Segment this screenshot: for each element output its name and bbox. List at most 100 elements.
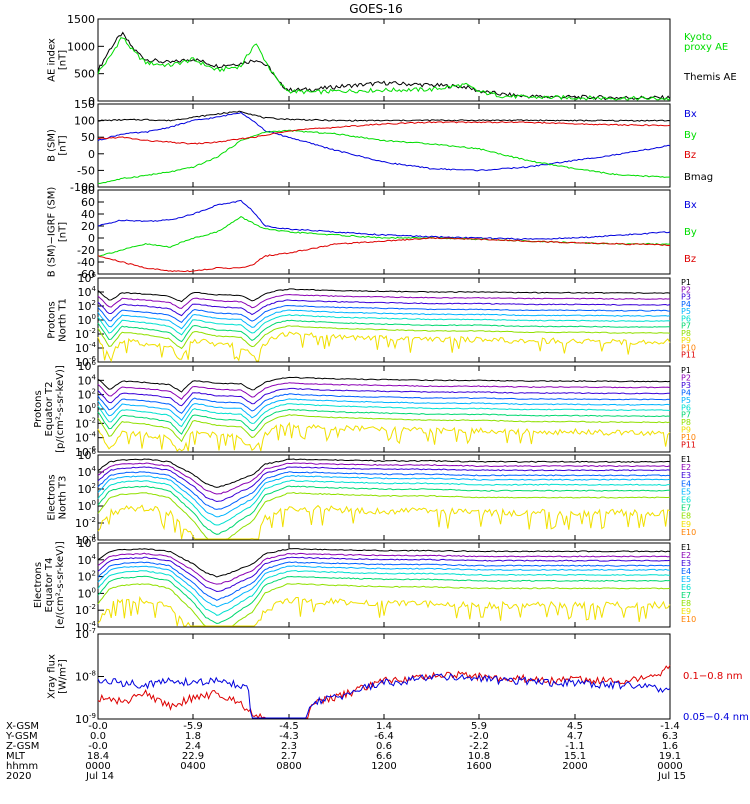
footer-value: 19.1 — [659, 751, 681, 762]
y-axis-label: [nT] — [58, 50, 69, 70]
y-tick-exponent: 4 — [92, 285, 97, 293]
footer-value: Jul 15 — [657, 771, 686, 782]
footer-value: -2.0 — [469, 731, 489, 742]
y-tick-label: 102 — [78, 570, 96, 584]
y-tick-label: 100 — [78, 402, 96, 416]
y-axis-label: Equator T4 — [44, 558, 55, 613]
y-tick-label: -20 — [77, 244, 95, 257]
y-axis-label: Equator T2 — [44, 382, 55, 437]
y-axis-label: North T1 — [58, 298, 69, 342]
footer-row-label: hhmm — [6, 761, 38, 772]
y-tick-label: 60 — [81, 196, 95, 209]
y-tick-label: 10-2 — [75, 516, 96, 530]
footer-value: -1.4 — [660, 721, 680, 732]
y-tick-exponent: 2 — [92, 299, 96, 307]
y-tick-exponent: -2 — [89, 327, 96, 335]
y-tick-exponent: 4 — [92, 465, 97, 473]
y-tick-label: 50 — [81, 131, 95, 144]
legend-p3: P3 — [681, 293, 691, 302]
footer-row-label: Z-GSM — [6, 741, 39, 752]
legend-e1: E1 — [681, 543, 691, 552]
y-tick-exponent: -2 — [89, 416, 96, 424]
y-tick-label: 106 — [78, 359, 97, 373]
legend-0-05-0-4-nm: 0.05−0.4 nm — [683, 712, 749, 723]
series-kyoto-proxy-ae — [97, 37, 671, 101]
y-tick-label: 500 — [74, 68, 95, 81]
footer-value: 1.8 — [185, 731, 201, 742]
y-tick-exponent: -4 — [89, 431, 97, 439]
y-tick-label: -40 — [77, 256, 95, 269]
footer-row-label: X-GSM — [6, 721, 39, 732]
y-tick-label: -50 — [77, 164, 95, 177]
y-tick-exponent: -2 — [89, 603, 96, 611]
footer-row-label: Y-GSM — [5, 731, 38, 742]
legend-bx: Bx — [684, 109, 697, 120]
footer-value: 4.5 — [567, 721, 583, 732]
channel-line-p9 — [97, 331, 671, 363]
y-axis-label: AE index — [47, 38, 58, 82]
series-bx — [97, 199, 671, 241]
footer-value: 6.3 — [662, 731, 678, 742]
y-tick-label: 102 — [78, 299, 96, 313]
channel-line-e1 — [97, 458, 671, 488]
footer-value: -0.0 — [88, 741, 108, 752]
series-bz — [97, 237, 671, 273]
y-tick-exponent: 6 — [92, 271, 97, 279]
y-tick-label: 10-2 — [75, 327, 96, 341]
footer-value: -0.0 — [88, 721, 108, 732]
series-themis-ae — [97, 31, 671, 101]
panel-1: -100 -50 0 50 100 150 B (SM) [nT] Bx By Bz Bmag — [47, 98, 714, 194]
y-tick-exponent: -2 — [89, 516, 96, 524]
footer-value: -6.4 — [374, 731, 394, 742]
y-tick-label: 104 — [78, 465, 97, 479]
y-tick-label: 10-8 — [75, 670, 96, 684]
footer-value: 1200 — [371, 761, 396, 772]
channel-line-p3 — [97, 387, 671, 407]
legend-e10: E10 — [681, 615, 696, 624]
channel-line-e9 — [97, 504, 671, 540]
y-tick-label: 10-7 — [75, 627, 96, 641]
y-axis-label: Xray flux — [47, 654, 58, 699]
panel-frame — [97, 103, 671, 188]
footer-value: 2.7 — [281, 751, 297, 762]
legend-p4: P4 — [681, 388, 691, 397]
panel-frame — [97, 189, 671, 275]
channel-line-e4 — [97, 561, 671, 601]
y-tick-label: 102 — [78, 388, 96, 402]
legend-e3: E3 — [681, 559, 691, 568]
legend-p11: P11 — [681, 441, 696, 450]
y-tick-label: -100 — [70, 181, 95, 194]
y-axis-label: [e/(cm²-s-sr-keV)] — [55, 541, 66, 629]
channel-line-p2 — [97, 293, 671, 309]
legend-e2: E2 — [681, 463, 691, 472]
series-by — [97, 129, 671, 185]
channel-line-e2 — [97, 462, 671, 495]
channel-line-e5 — [97, 565, 671, 608]
y-axis-label: B (SM) — [47, 129, 58, 162]
legend-e6: E6 — [681, 583, 691, 592]
legend-e4: E4 — [681, 479, 691, 488]
y-tick-label: 20 — [81, 220, 95, 233]
legend-e1: E1 — [681, 455, 691, 464]
legend-bx: Bx — [684, 200, 697, 211]
y-tick-exponent: 0 — [92, 402, 96, 410]
y-tick-label: 106 — [78, 536, 97, 550]
legend-p3: P3 — [681, 381, 691, 390]
footer-value: 4.7 — [567, 731, 583, 742]
legend-by: By — [684, 130, 697, 141]
footer-value: Jul 14 — [85, 771, 114, 782]
y-tick-label: 100 — [78, 586, 96, 600]
channel-line-e9 — [97, 595, 671, 627]
legend-e6: E6 — [681, 496, 691, 505]
y-tick-label: 10-2 — [75, 603, 96, 617]
legend-bmag: Bmag — [684, 172, 713, 183]
y-tick-exponent: -4 — [89, 533, 97, 541]
y-axis-label: Protons — [47, 301, 58, 338]
y-tick-label: 10-2 — [75, 416, 96, 430]
legend-p1: P1 — [681, 366, 691, 375]
footer-value: -4.5 — [279, 721, 299, 732]
legend-p2: P2 — [681, 373, 691, 382]
